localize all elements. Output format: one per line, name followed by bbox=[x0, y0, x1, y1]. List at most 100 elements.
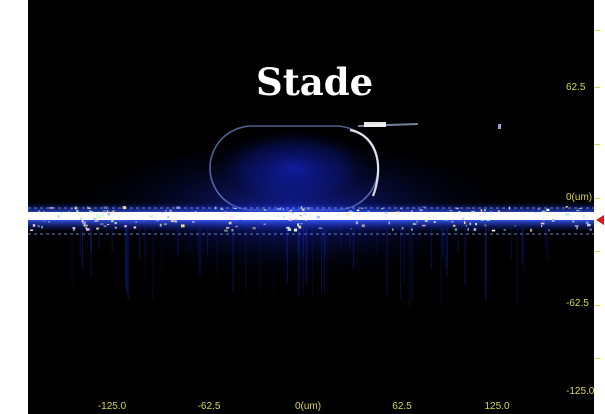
speckle bbox=[345, 213, 350, 216]
speckle bbox=[101, 213, 105, 217]
speckle bbox=[384, 214, 387, 218]
streak bbox=[297, 228, 299, 253]
streak bbox=[286, 228, 288, 261]
speckle bbox=[388, 221, 391, 225]
y-axis-strip bbox=[594, 0, 605, 414]
y-tick-label: 0(um) bbox=[566, 192, 593, 203]
small-spot bbox=[498, 124, 501, 129]
speckle bbox=[263, 223, 266, 225]
speckle bbox=[508, 206, 510, 210]
speckle bbox=[471, 210, 476, 214]
speckle bbox=[467, 228, 469, 231]
speckle bbox=[71, 208, 73, 210]
speckle bbox=[305, 215, 308, 218]
speckle bbox=[294, 213, 298, 216]
speckle bbox=[483, 209, 486, 212]
streak bbox=[447, 228, 449, 278]
speckle bbox=[165, 210, 167, 212]
image-title: Stade bbox=[256, 60, 374, 104]
speckle bbox=[103, 225, 107, 227]
speckle bbox=[38, 210, 41, 214]
streak bbox=[90, 228, 92, 252]
speckle bbox=[571, 218, 573, 221]
speckle bbox=[514, 225, 516, 227]
speckle bbox=[72, 227, 76, 229]
speckle bbox=[282, 208, 284, 210]
speckle bbox=[80, 217, 82, 220]
speckle bbox=[32, 214, 35, 217]
streak bbox=[545, 228, 547, 250]
streak bbox=[126, 228, 128, 295]
speckle bbox=[276, 215, 280, 218]
speckle bbox=[540, 222, 545, 225]
streak bbox=[311, 228, 313, 298]
speckle bbox=[224, 229, 228, 232]
speckle bbox=[337, 213, 340, 217]
speckle bbox=[167, 216, 170, 219]
speckle bbox=[253, 212, 257, 214]
streak bbox=[216, 228, 218, 277]
speckle bbox=[454, 228, 457, 231]
speckle bbox=[424, 219, 428, 222]
speckle bbox=[408, 212, 410, 216]
speckle bbox=[350, 227, 352, 230]
streak bbox=[197, 228, 199, 249]
streak bbox=[139, 228, 141, 259]
speckle bbox=[543, 218, 545, 221]
speckle bbox=[497, 210, 500, 213]
speckle bbox=[95, 213, 99, 217]
streak bbox=[298, 228, 300, 295]
streak bbox=[457, 228, 459, 252]
speckle bbox=[102, 210, 107, 214]
speckle bbox=[419, 209, 423, 212]
scatter-streaks bbox=[71, 228, 549, 308]
streak bbox=[349, 228, 351, 251]
streak bbox=[516, 228, 519, 307]
speckle bbox=[579, 210, 581, 212]
speckle bbox=[456, 207, 459, 210]
speckle bbox=[530, 214, 533, 216]
streak bbox=[177, 228, 179, 256]
speckle bbox=[91, 214, 95, 216]
streak bbox=[232, 228, 234, 293]
y-tick-mark bbox=[594, 30, 600, 31]
speckle bbox=[356, 214, 360, 217]
speckle bbox=[298, 225, 302, 229]
streak bbox=[485, 228, 487, 301]
speckle bbox=[223, 211, 227, 214]
speckle bbox=[411, 210, 413, 213]
streak bbox=[441, 228, 443, 251]
speckle bbox=[78, 214, 80, 216]
streak bbox=[81, 228, 83, 269]
x-axis-strip bbox=[28, 399, 605, 414]
streak bbox=[200, 228, 202, 275]
speckle bbox=[85, 227, 87, 229]
speckle bbox=[412, 223, 417, 225]
speckle bbox=[28, 217, 31, 219]
speckle bbox=[287, 211, 290, 214]
speckle bbox=[327, 212, 331, 214]
speckle bbox=[463, 221, 466, 225]
speckle bbox=[92, 216, 94, 218]
speckle bbox=[541, 210, 546, 214]
streak bbox=[521, 228, 523, 262]
speckle bbox=[74, 207, 77, 210]
streak bbox=[286, 228, 289, 284]
speckle bbox=[184, 214, 187, 216]
speckle bbox=[43, 211, 45, 214]
speckle bbox=[106, 209, 109, 212]
streak bbox=[403, 228, 405, 283]
speckle bbox=[469, 222, 472, 226]
speckle bbox=[546, 208, 550, 212]
speckle bbox=[449, 210, 453, 212]
streak bbox=[98, 228, 100, 250]
streak bbox=[152, 228, 154, 301]
speckle bbox=[299, 223, 303, 225]
speckle bbox=[583, 217, 585, 220]
streak bbox=[245, 228, 247, 292]
streak bbox=[430, 228, 432, 269]
speckle bbox=[37, 224, 40, 228]
speckle bbox=[348, 210, 353, 212]
speckle bbox=[240, 212, 243, 214]
